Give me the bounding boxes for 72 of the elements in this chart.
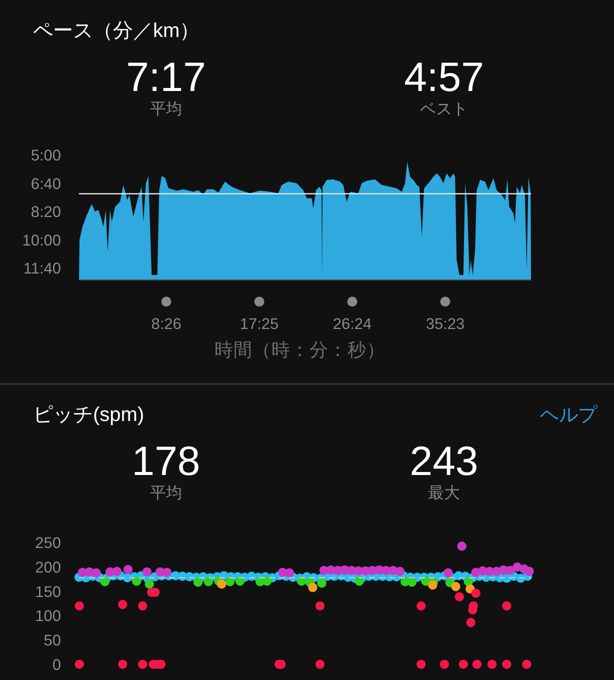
point: [315, 660, 325, 669]
point: [123, 564, 133, 574]
point: [407, 578, 417, 587]
point: [193, 578, 203, 587]
xtick: 8:26: [151, 316, 182, 333]
ytick: 250: [35, 535, 61, 552]
point: [204, 577, 213, 586]
stat-label: 平均: [150, 101, 182, 118]
point: [444, 568, 453, 578]
ytick: 11:40: [23, 260, 61, 278]
point: [522, 660, 532, 669]
point: [92, 568, 101, 578]
point: [395, 566, 404, 576]
stat-value: 4:57: [404, 54, 484, 100]
stat-label: 最大: [428, 485, 460, 502]
point: [440, 660, 449, 669]
point: [451, 582, 460, 592]
stat-value: 178: [132, 438, 200, 484]
point: [138, 660, 148, 669]
xlabel: 時間（時：分：秒）: [214, 339, 386, 360]
ytick: 5:00: [30, 148, 61, 164]
point: [458, 660, 468, 669]
point: [217, 579, 226, 589]
point: [457, 542, 466, 551]
ytick: 8:20: [30, 204, 61, 222]
point: [225, 577, 235, 586]
point: [162, 568, 172, 577]
ytick: 0: [52, 656, 61, 674]
stat-label: 平均: [150, 485, 182, 502]
title: ペース（分／km）: [33, 20, 200, 42]
point: [308, 582, 318, 592]
point: [317, 578, 326, 588]
point: [502, 601, 512, 611]
point: [112, 566, 122, 576]
point: [138, 601, 148, 611]
point: [416, 660, 426, 669]
point: [471, 588, 480, 598]
point: [416, 601, 426, 611]
xtick: 35:23: [426, 316, 465, 333]
point: [100, 577, 110, 586]
point: [472, 660, 482, 669]
point: [466, 618, 476, 628]
point: [506, 566, 515, 576]
point: [428, 580, 438, 590]
ytick: 100: [35, 608, 61, 626]
point: [502, 660, 512, 669]
point: [118, 600, 128, 610]
point: [74, 660, 84, 669]
stat-label: ベスト: [420, 101, 468, 118]
point: [315, 601, 325, 611]
point: [74, 601, 84, 611]
ytick: 200: [35, 560, 61, 577]
ytick: 10:00: [22, 232, 61, 250]
ytick: 50: [44, 632, 61, 650]
point: [118, 660, 128, 669]
point: [284, 568, 294, 578]
point: [524, 566, 534, 576]
point: [262, 576, 272, 586]
point: [454, 592, 464, 602]
point: [354, 576, 364, 586]
point: [487, 660, 497, 669]
stat-value: 7:17: [126, 54, 206, 100]
xtick: 26:24: [332, 316, 372, 333]
point: [142, 567, 152, 576]
title: ピッチ(spm): [33, 404, 144, 426]
ytick: 6:40: [30, 176, 61, 193]
link: ヘルプ: [540, 405, 597, 426]
xtick: 17:25: [240, 316, 279, 333]
point: [132, 576, 142, 586]
point: [144, 579, 154, 589]
ytick: 150: [35, 584, 61, 601]
stat-value: 243: [410, 438, 478, 484]
